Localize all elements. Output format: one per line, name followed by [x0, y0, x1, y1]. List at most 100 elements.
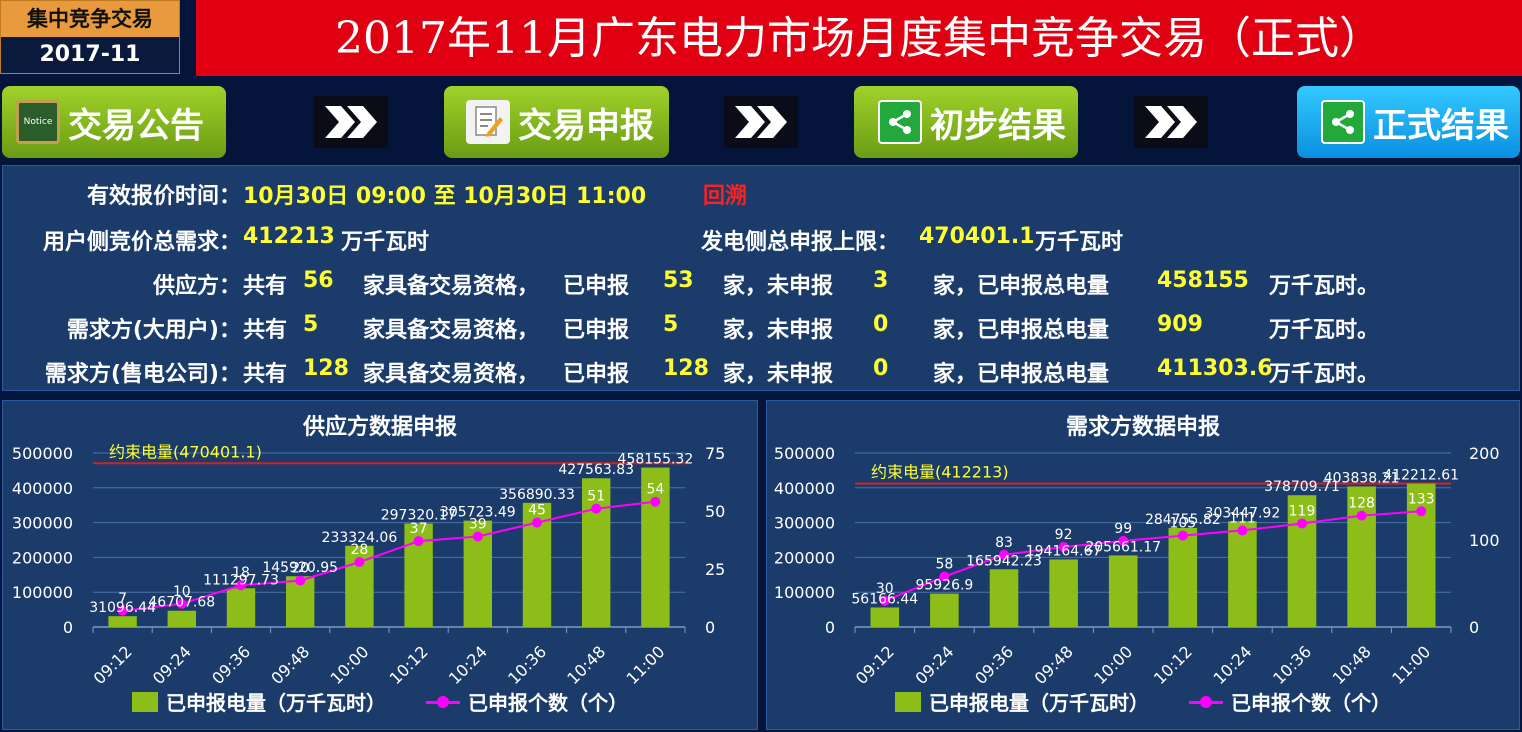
bar	[930, 593, 959, 627]
count-point	[354, 557, 365, 568]
not-declared-label: 家，未申报	[723, 318, 834, 343]
y-right-tick-label: 0	[1469, 618, 1479, 637]
bar	[167, 610, 197, 627]
total-energy-label: 家，已申报总电量	[933, 274, 1110, 299]
count-value-label: 51	[587, 489, 605, 505]
y-left-tick-label: 0	[825, 618, 835, 637]
review-link[interactable]: 回溯	[703, 184, 748, 209]
bar	[1347, 486, 1376, 627]
count-value-label: 128	[1348, 496, 1375, 512]
double-chevron-right-icon	[314, 96, 388, 148]
legend-bar-swatch	[895, 691, 921, 712]
y-right-tick-label: 200	[1469, 444, 1500, 463]
bar-value-label: 95926.9	[915, 578, 973, 594]
total-label: 共有	[243, 362, 288, 387]
declared-count: 5	[663, 312, 679, 337]
supplier-chart: 0 100000 200000 300000 400000 500000 0 25 50 75 约束…	[12, 442, 725, 688]
step-final-result-button[interactable]: 正式结果	[1297, 86, 1520, 158]
count-value-label: 7	[118, 591, 127, 607]
x-tick-label: 10:00	[1090, 642, 1136, 688]
x-tick-label: 10:24	[1209, 642, 1255, 688]
bar	[226, 588, 256, 627]
generation-cap-unit: 万千瓦时	[1035, 230, 1124, 255]
bar-value-label: 56166.44	[851, 591, 918, 607]
count-point	[650, 496, 661, 507]
trade-info-panel: 有效报价时间： 10月30日 09:00 至 10月30日 11:00 回溯 用…	[2, 165, 1520, 391]
count-value-label: 99	[1114, 521, 1132, 537]
count-point	[295, 575, 306, 586]
x-tick-label: 10:24	[445, 642, 491, 688]
bar	[1108, 555, 1138, 627]
count-point	[1058, 541, 1069, 552]
total-count: 5	[303, 312, 319, 337]
count-line	[884, 510, 1422, 602]
page-title: 2017年11月广东电力市场月度集中竞争交易（正式）	[196, 0, 1522, 76]
count-point	[176, 598, 187, 609]
y-left-tick-label: 300000	[12, 514, 73, 533]
y-right-tick-label: 75	[705, 444, 725, 463]
count-point	[236, 580, 246, 591]
row-label: 供应方：	[152, 274, 241, 299]
count-value-label: 39	[469, 517, 487, 533]
qualified-label: 家具备交易资格，	[363, 318, 540, 343]
chart-title: 供应方数据申报	[302, 415, 457, 440]
x-tick-label: 10:12	[1150, 642, 1196, 688]
double-chevron-right-icon	[1134, 96, 1208, 148]
y-right-tick-label: 25	[705, 560, 725, 579]
notice-icon: Notice	[16, 100, 60, 144]
form-edit-icon	[466, 100, 510, 144]
y-right-tick-label: 50	[705, 502, 725, 521]
bar-value-label: 356890.33	[499, 487, 575, 503]
x-tick-label: 09:36	[971, 642, 1017, 688]
double-chevron-right-icon	[724, 96, 798, 148]
x-tick-label: 10:48	[563, 642, 609, 688]
bar-value-label: 233324.06	[322, 530, 398, 546]
limit-label: 约束电量(470401.1)	[109, 442, 262, 461]
count-point	[879, 595, 890, 606]
limit-label: 约束电量(412213)	[871, 463, 1009, 482]
bar-value-label: 145920.95	[262, 560, 338, 576]
x-tick-label: 10:36	[1269, 642, 1315, 688]
qualified-label: 家具备交易资格，	[363, 274, 540, 299]
count-value-label: 18	[232, 565, 250, 581]
step-preliminary-result-button[interactable]: 初步结果	[854, 86, 1078, 158]
declared-label: 已申报	[563, 274, 630, 299]
bar-value-label: 46707.68	[148, 595, 215, 611]
generation-cap-label: 发电侧总申报上限：	[701, 230, 900, 255]
not-declared-count: 0	[873, 312, 889, 337]
y-left-tick-label: 400000	[774, 479, 835, 498]
count-value-label: 20	[291, 561, 309, 577]
legend-line-label: 已申报个数（个）	[1231, 691, 1391, 715]
y-right-tick-label: 100	[1469, 531, 1500, 550]
trade-type-badge: 集中竞争交易 2017-11	[0, 0, 180, 74]
count-value-label: 37	[410, 521, 428, 537]
bar-value-label: 205661.17	[1085, 539, 1161, 555]
count-point	[1237, 525, 1248, 536]
y-left-tick-label: 100000	[774, 583, 835, 602]
bar-value-label: 458155.32	[618, 452, 694, 468]
step-announcement-button[interactable]: Notice 交易公告	[2, 86, 226, 158]
step-label: 交易公告	[68, 105, 204, 146]
total-energy-value: 909	[1157, 312, 1203, 337]
count-value-label: 54	[646, 482, 664, 498]
count-point	[939, 571, 950, 582]
x-tick-label: 11:00	[1388, 642, 1434, 688]
bar	[641, 467, 670, 627]
chart-legend: 已申报电量（万千瓦时） 已申报个数（个）	[767, 687, 1519, 716]
total-energy-label: 家，已申报总电量	[933, 318, 1110, 343]
share-icon	[878, 100, 922, 144]
count-value-label: 105	[1169, 516, 1196, 532]
chart-title: 需求方数据申报	[1065, 415, 1220, 440]
bar	[989, 569, 1019, 627]
x-tick-label: 09:12	[852, 642, 898, 688]
x-tick-label: 09:36	[208, 642, 254, 688]
y-left-tick-label: 400000	[12, 479, 73, 498]
count-value-label: 111	[1229, 510, 1256, 526]
count-point	[1356, 510, 1367, 521]
badge-title: 集中竞争交易	[1, 1, 179, 37]
step-declaration-button[interactable]: 交易申报	[444, 86, 669, 158]
bar	[1287, 495, 1317, 627]
demand-label: 用户侧竞价总需求：	[42, 230, 241, 255]
step-label: 初步结果	[930, 105, 1066, 146]
legend-line-label: 已申报个数（个）	[468, 691, 628, 715]
